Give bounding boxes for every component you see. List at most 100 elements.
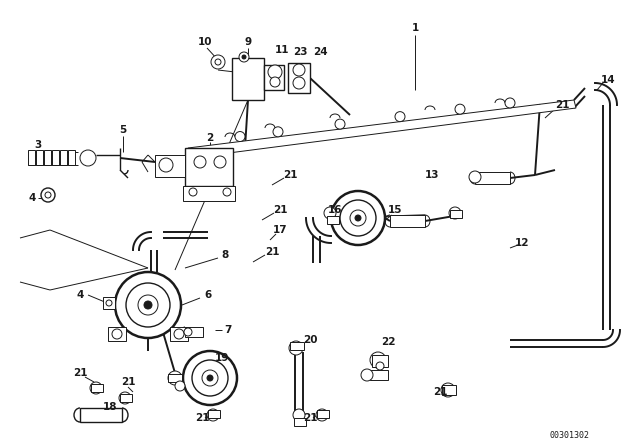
- Circle shape: [340, 200, 376, 236]
- Circle shape: [202, 370, 218, 386]
- Text: 4: 4: [76, 290, 84, 300]
- Bar: [370, 370, 388, 380]
- Text: 14: 14: [601, 75, 615, 85]
- Bar: [294, 418, 306, 426]
- Circle shape: [316, 409, 328, 421]
- Circle shape: [112, 329, 122, 339]
- Circle shape: [289, 341, 303, 355]
- Bar: [264, 65, 284, 90]
- Circle shape: [242, 55, 246, 59]
- Bar: [442, 385, 456, 395]
- Bar: [232, 58, 264, 100]
- Circle shape: [293, 409, 305, 421]
- Text: 19: 19: [215, 353, 229, 363]
- Bar: [120, 394, 132, 402]
- Circle shape: [207, 375, 213, 381]
- Bar: [60, 150, 67, 165]
- Bar: [185, 327, 203, 337]
- Circle shape: [441, 383, 455, 397]
- Text: 13: 13: [425, 170, 439, 180]
- Circle shape: [273, 127, 283, 137]
- Text: 5: 5: [120, 125, 127, 135]
- Text: 23: 23: [292, 47, 307, 57]
- Bar: [288, 63, 310, 93]
- Bar: [290, 342, 304, 350]
- Text: 21: 21: [283, 170, 297, 180]
- Circle shape: [144, 301, 152, 309]
- Bar: [450, 210, 462, 218]
- Bar: [168, 374, 182, 382]
- Text: 9: 9: [244, 37, 252, 47]
- Circle shape: [214, 156, 226, 168]
- Circle shape: [239, 52, 249, 62]
- Bar: [52, 150, 59, 165]
- Text: 21: 21: [195, 413, 209, 423]
- Text: 6: 6: [204, 290, 212, 300]
- Text: 22: 22: [381, 337, 396, 347]
- Circle shape: [90, 382, 102, 394]
- Text: 00301302: 00301302: [550, 431, 590, 439]
- Text: 18: 18: [103, 402, 117, 412]
- Bar: [155, 155, 185, 177]
- Circle shape: [235, 132, 245, 142]
- Circle shape: [324, 207, 336, 219]
- Text: 24: 24: [313, 47, 327, 57]
- Text: 8: 8: [221, 250, 228, 260]
- Circle shape: [175, 381, 185, 391]
- Text: 21: 21: [73, 368, 87, 378]
- Circle shape: [192, 360, 228, 396]
- Text: 15: 15: [388, 205, 403, 215]
- Circle shape: [361, 369, 373, 381]
- Circle shape: [174, 329, 184, 339]
- Circle shape: [455, 104, 465, 114]
- Bar: [185, 148, 233, 186]
- Circle shape: [207, 409, 219, 421]
- Circle shape: [159, 158, 173, 172]
- Bar: [108, 327, 126, 341]
- Circle shape: [211, 55, 225, 69]
- Bar: [317, 410, 329, 418]
- Bar: [475, 172, 510, 184]
- Circle shape: [331, 191, 385, 245]
- Circle shape: [80, 150, 96, 166]
- Bar: [103, 297, 115, 309]
- Circle shape: [449, 207, 461, 219]
- Text: 21: 21: [555, 100, 569, 110]
- Text: 11: 11: [275, 45, 289, 55]
- Circle shape: [168, 371, 182, 385]
- Circle shape: [119, 392, 131, 404]
- Circle shape: [370, 352, 386, 368]
- Circle shape: [184, 328, 192, 336]
- Bar: [327, 216, 339, 224]
- Text: 16: 16: [328, 205, 342, 215]
- Bar: [183, 186, 235, 201]
- Circle shape: [45, 192, 51, 198]
- Circle shape: [293, 77, 305, 89]
- Circle shape: [215, 59, 221, 65]
- Circle shape: [223, 188, 231, 196]
- Bar: [91, 384, 103, 392]
- Text: 21: 21: [303, 413, 317, 423]
- Circle shape: [350, 210, 366, 226]
- Bar: [44, 150, 51, 165]
- Circle shape: [115, 272, 181, 338]
- Circle shape: [194, 156, 206, 168]
- Text: 1: 1: [412, 23, 419, 33]
- Text: 17: 17: [273, 225, 287, 235]
- Bar: [372, 355, 388, 367]
- Text: 7: 7: [224, 325, 232, 335]
- Bar: [80, 408, 122, 422]
- Circle shape: [335, 119, 345, 129]
- Circle shape: [41, 188, 55, 202]
- Text: 10: 10: [198, 37, 212, 47]
- Text: 21: 21: [121, 377, 135, 387]
- Text: 3: 3: [35, 140, 42, 150]
- Text: 4: 4: [28, 193, 36, 203]
- Circle shape: [126, 283, 170, 327]
- Bar: [208, 410, 220, 418]
- Polygon shape: [188, 100, 576, 158]
- Bar: [28, 150, 35, 165]
- Circle shape: [355, 215, 361, 221]
- Circle shape: [270, 77, 280, 87]
- Circle shape: [395, 112, 405, 122]
